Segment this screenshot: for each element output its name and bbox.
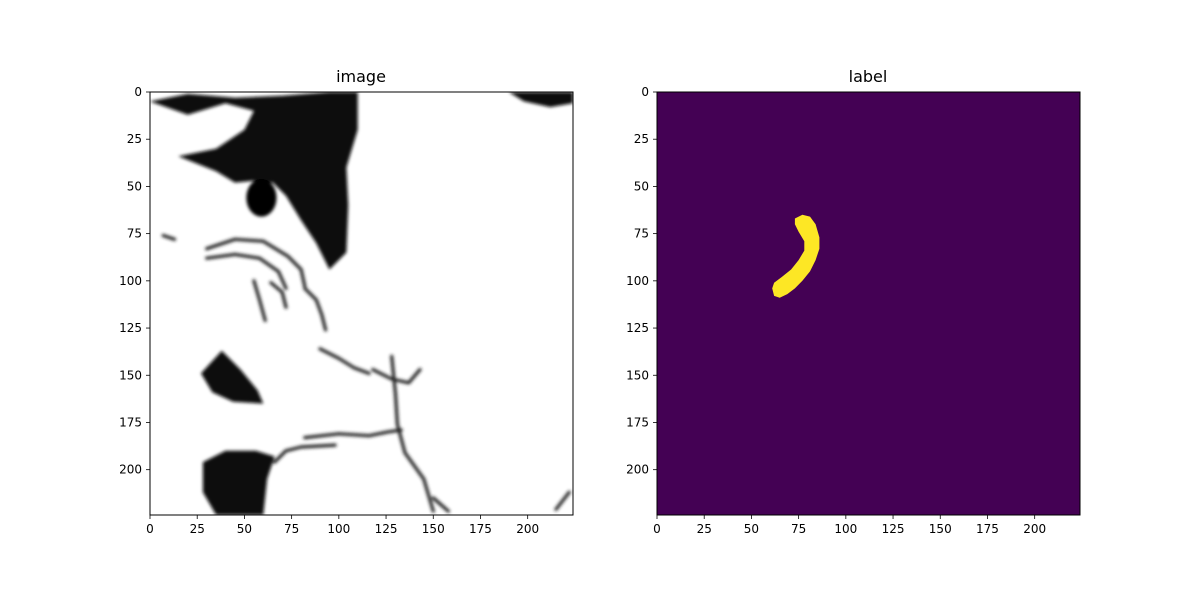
x-tick-label: 100 [834, 522, 857, 536]
y-tick-label: 25 [127, 132, 142, 146]
label-title: label [849, 67, 888, 86]
x-tick-label: 0 [146, 522, 154, 536]
x-tick-label: 125 [375, 522, 398, 536]
strand-5 [303, 286, 328, 332]
x-tick-label: 0 [653, 522, 661, 536]
x-tick-label: 75 [791, 522, 806, 536]
upper-dark-mass [150, 92, 358, 270]
y-tick-label: 150 [626, 368, 649, 382]
strand-4 [269, 281, 288, 309]
y-tick-label: 50 [634, 179, 649, 193]
y-tick-label: 125 [626, 321, 649, 335]
curve-1 [273, 443, 337, 464]
fissure-1 [303, 428, 403, 440]
label-frame [656, 91, 1081, 516]
x-tick-label: 25 [697, 522, 712, 536]
y-tick-label: 50 [127, 179, 142, 193]
y-tick-label: 150 [119, 368, 142, 382]
dash-1 [161, 233, 177, 241]
dark-oval [246, 178, 277, 217]
x-tick-label: 25 [190, 522, 205, 536]
label-panel: label 0 25 50 75 100 125 150 175 200 0 25 50 75 100 1… [626, 67, 1081, 536]
x-tick-label: 150 [929, 522, 952, 536]
y-tick-label: 75 [634, 227, 649, 241]
strand-2 [205, 252, 288, 290]
y-tick-label: 0 [134, 85, 142, 99]
fissure-3 [371, 368, 422, 385]
label-background [657, 92, 1080, 515]
label-mask [772, 214, 820, 298]
y-tick-label: 175 [119, 415, 142, 429]
y-tick-label: 0 [641, 85, 649, 99]
x-tick-label: 150 [422, 522, 445, 536]
x-tick-label: 175 [976, 522, 999, 536]
lower-left-dark-mass [202, 450, 275, 515]
x-tick-label: 125 [882, 522, 905, 536]
fissure-2 [390, 354, 435, 513]
y-tick-label: 125 [119, 321, 142, 335]
image-panel: image 0 25 50 75 100 125 150 175 200 0 25 50 75 100 1… [119, 67, 574, 536]
y-tick-label: 200 [626, 463, 649, 477]
x-tick-label: 175 [469, 522, 492, 536]
y-tick-label: 100 [119, 274, 142, 288]
x-tick-label: 75 [284, 522, 299, 536]
x-tick-label: 200 [1023, 522, 1046, 536]
edge-1 [431, 496, 450, 513]
x-tick-label: 50 [237, 522, 252, 536]
x-tick-label: 100 [327, 522, 350, 536]
y-tick-label: 25 [634, 132, 649, 146]
strand-1 [205, 237, 307, 289]
image-frame [149, 91, 574, 516]
image-title: image [336, 67, 386, 86]
y-tick-label: 200 [119, 463, 142, 477]
strand-3 [252, 279, 267, 323]
edge-2 [554, 490, 571, 511]
x-tick-label: 50 [744, 522, 759, 536]
fissure-4 [318, 347, 371, 375]
y-tick-label: 175 [626, 415, 649, 429]
top-right-shadow [508, 92, 573, 108]
mid-left-dark-mass [201, 350, 264, 404]
y-tick-label: 100 [626, 274, 649, 288]
y-tick-label: 75 [127, 227, 142, 241]
x-tick-label: 200 [516, 522, 539, 536]
